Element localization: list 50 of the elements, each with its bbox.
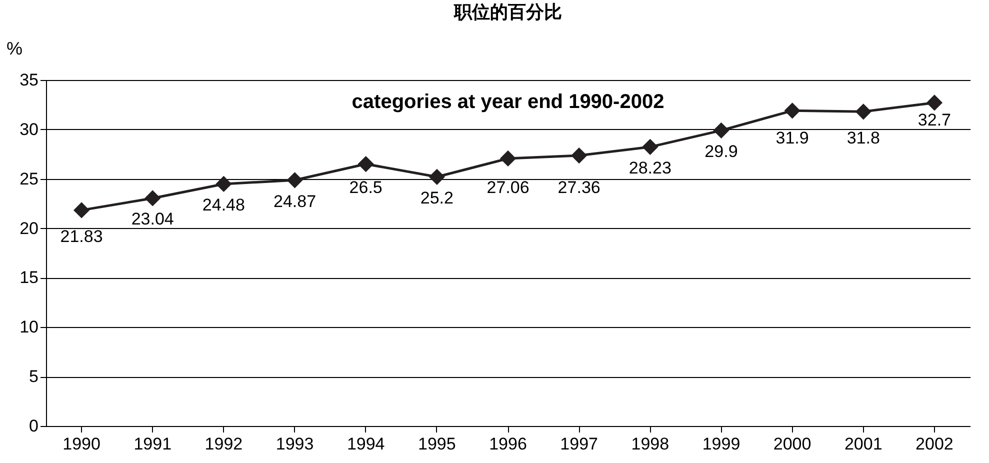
data-label: 31.8 xyxy=(846,128,880,148)
chart-title: 职位的百分比 xyxy=(453,2,562,22)
x-tick-label: 1994 xyxy=(346,434,385,454)
point xyxy=(500,150,516,167)
data-label: 32.7 xyxy=(918,110,952,130)
y-tick-label: 0 xyxy=(29,416,38,436)
point xyxy=(73,202,90,218)
data-label: 27.06 xyxy=(486,178,530,197)
y-tick-label: 35 xyxy=(20,70,38,90)
y-tick-label: 5 xyxy=(29,367,38,386)
x-tick-label: 1990 xyxy=(62,434,100,454)
point xyxy=(784,102,800,119)
point xyxy=(571,147,588,164)
x-tick-label: 1996 xyxy=(489,434,527,454)
point xyxy=(855,104,872,120)
data-label: 24.48 xyxy=(202,196,245,215)
point xyxy=(642,138,658,155)
point xyxy=(713,122,730,138)
x-tick-label: 2002 xyxy=(916,434,954,454)
y-tick-label: 10 xyxy=(20,318,38,337)
x-tick-label: 1992 xyxy=(204,434,243,454)
data-label: 27.36 xyxy=(558,178,600,197)
y-tick-label: 20 xyxy=(20,218,38,238)
x-tick-label: 1998 xyxy=(631,434,670,454)
data-label: 29.9 xyxy=(704,142,738,162)
data-label: 31.9 xyxy=(776,128,809,148)
data-label: 26.5 xyxy=(349,178,382,197)
data-label: 28.23 xyxy=(628,158,672,178)
x-tick-label: 1997 xyxy=(560,434,598,454)
y-tick-label: 25 xyxy=(20,169,38,188)
point xyxy=(216,176,232,192)
point xyxy=(144,190,161,206)
x-tick-label: 1999 xyxy=(702,434,740,454)
x-tick-label: 2001 xyxy=(844,434,882,454)
data-label: 23.04 xyxy=(131,209,174,228)
x-tick-label: 2000 xyxy=(773,434,812,454)
y-axis-title: % xyxy=(6,38,23,58)
x-tick-label: 1993 xyxy=(276,434,314,454)
data-label: 24.87 xyxy=(273,192,316,211)
y-tick-label: 15 xyxy=(20,268,38,288)
x-tick-label: 1995 xyxy=(418,434,456,454)
x-tick-label: 1991 xyxy=(134,434,172,454)
text: categories at year end 1990-2002 xyxy=(352,91,664,113)
point xyxy=(286,172,303,188)
data-label: 25.2 xyxy=(420,188,454,208)
point xyxy=(358,156,374,172)
data-label: 21.83 xyxy=(60,227,103,246)
point xyxy=(926,94,943,111)
y-tick-label: 30 xyxy=(20,120,38,139)
point xyxy=(428,168,445,185)
